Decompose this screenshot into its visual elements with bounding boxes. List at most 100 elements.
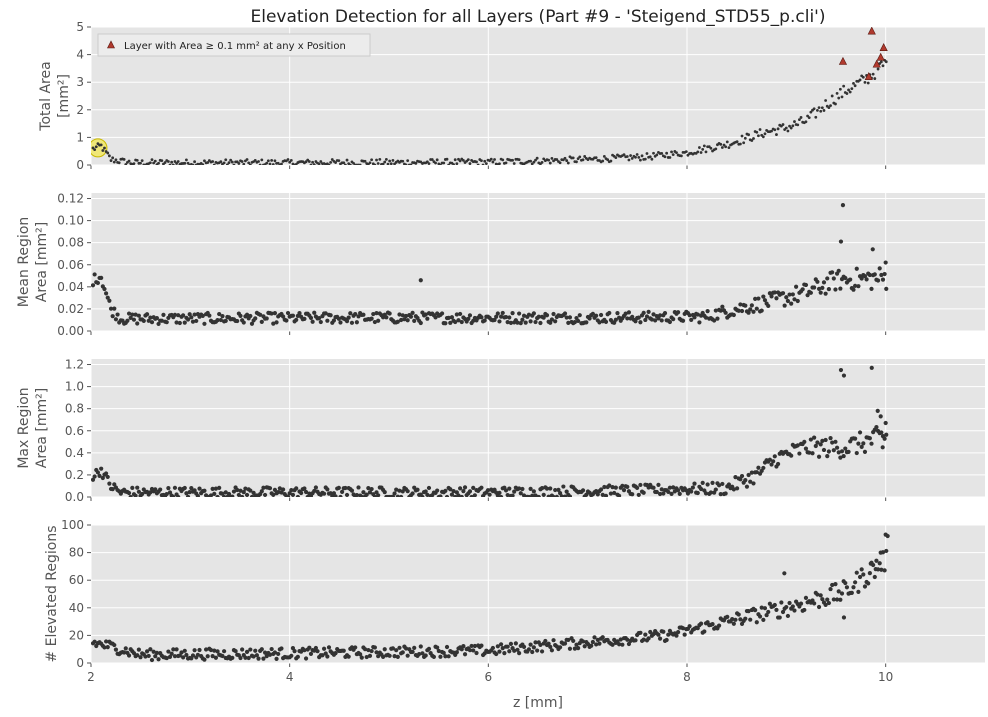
data-point (192, 488, 197, 493)
data-point (95, 280, 100, 286)
data-point (668, 156, 672, 159)
data-point (427, 162, 431, 165)
data-point (740, 134, 744, 138)
data-point (176, 313, 181, 318)
legend-label: Layer with Area ≥ 0.1 mm² at any x Posit… (124, 41, 346, 52)
data-point (215, 318, 220, 323)
y-axis-label: # Elevated Regions (44, 525, 60, 662)
data-point (843, 275, 848, 281)
data-point (845, 92, 849, 95)
data-point (337, 159, 341, 163)
data-point (327, 163, 331, 165)
outlier-point (883, 420, 888, 426)
data-point (733, 617, 738, 622)
data-point (218, 317, 223, 323)
data-point (567, 494, 573, 497)
y-axis-label-line: Mean Region (16, 217, 32, 308)
data-point (467, 648, 473, 653)
data-point (435, 645, 440, 650)
data-point (99, 466, 104, 471)
data-point (558, 491, 563, 496)
outlier-point (869, 365, 874, 370)
data-point (750, 139, 754, 142)
data-point (772, 290, 777, 295)
data-point (528, 319, 533, 324)
data-point (714, 147, 718, 151)
data-point (453, 158, 457, 162)
data-point (489, 157, 493, 161)
data-point (369, 316, 374, 321)
data-point (399, 494, 404, 497)
data-point (553, 319, 558, 324)
data-point (164, 655, 169, 661)
data-point (546, 494, 551, 497)
data-point (882, 271, 887, 277)
data-point (884, 432, 889, 437)
data-point (649, 317, 654, 322)
data-point (394, 487, 399, 492)
data-point (371, 311, 376, 317)
data-point (679, 154, 683, 158)
data-point (839, 591, 845, 596)
data-point (173, 160, 177, 163)
data-point (485, 488, 491, 493)
data-point (115, 312, 120, 317)
data-point (133, 312, 138, 317)
data-point (148, 647, 153, 652)
data-point (534, 158, 537, 162)
data-point (769, 294, 774, 299)
data-point (843, 580, 848, 586)
data-point (144, 312, 150, 317)
data-point (528, 642, 533, 647)
data-point (704, 150, 708, 154)
y-tick-label: 0.02 (57, 302, 84, 316)
data-point (854, 266, 859, 271)
data-point (749, 470, 754, 475)
data-point (526, 647, 532, 652)
data-point (281, 487, 286, 492)
data-point (562, 494, 568, 497)
outlier-point (838, 367, 844, 373)
data-point (461, 644, 466, 649)
data-point (326, 645, 332, 650)
data-point (815, 279, 820, 284)
data-point (253, 316, 258, 321)
data-point (671, 153, 675, 156)
data-point (415, 487, 420, 492)
data-point (274, 320, 279, 325)
data-point (719, 142, 723, 146)
y-tick-label: 0.12 (57, 192, 84, 206)
data-point (405, 653, 410, 658)
data-point (372, 319, 377, 325)
data-point (710, 480, 715, 485)
data-point (847, 88, 850, 92)
data-point (439, 311, 445, 316)
data-point (97, 473, 102, 478)
data-point (153, 487, 158, 492)
data-point (785, 298, 791, 304)
data-point (657, 313, 663, 318)
data-point (212, 163, 216, 165)
data-point (595, 637, 600, 642)
data-point (618, 637, 623, 642)
panel-4: 0 20 40 60 80 100# Elevated Regions 2 4 6 8 10 (44, 518, 985, 684)
data-point (312, 488, 317, 494)
data-point (551, 494, 556, 497)
data-point (270, 159, 274, 162)
data-point (492, 317, 497, 323)
data-point (743, 303, 748, 308)
data-point (661, 629, 666, 634)
data-point (761, 465, 766, 471)
data-point (517, 486, 522, 491)
data-point (235, 318, 240, 324)
data-point (698, 146, 701, 149)
data-point (600, 492, 605, 497)
outlier-point (840, 203, 846, 208)
data-point (495, 311, 500, 316)
data-point (857, 574, 863, 580)
data-point (400, 650, 405, 655)
outlier-point (875, 408, 880, 413)
legend-box (97, 33, 371, 57)
data-point (598, 312, 604, 318)
data-point (718, 308, 723, 313)
